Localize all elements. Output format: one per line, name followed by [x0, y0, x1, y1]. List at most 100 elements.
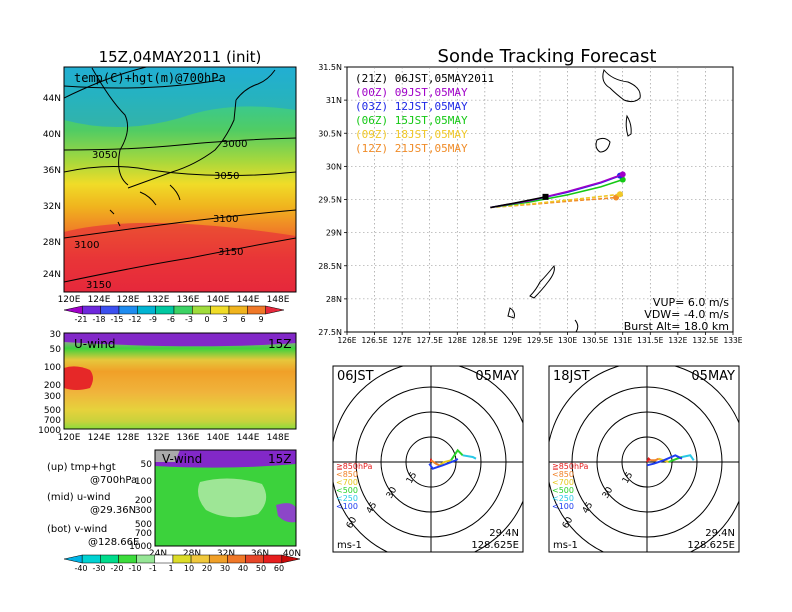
track-line — [490, 196, 546, 209]
wind-cb-label: -1 — [149, 564, 157, 573]
uwind-lon-120E: 120E — [58, 433, 81, 443]
colorbar-swatch — [118, 305, 138, 315]
vwind-pressure-ticks: 50 100 200 300 500 700 1000 — [129, 460, 152, 552]
colorbar-swatch — [210, 305, 230, 315]
colorbar-swatch — [63, 305, 83, 315]
vwind-time: 15Z — [268, 452, 292, 466]
track-line — [490, 196, 617, 209]
vwind-lat-24N: 24N — [149, 549, 167, 559]
temp-cb-label: -9 — [149, 315, 157, 324]
hodo1-legend-700: <700 — [336, 478, 358, 487]
map-lon-132E: 132E — [147, 295, 170, 305]
vwind-lat-ticks: 24N 28N 32N 36N 40N — [149, 549, 301, 559]
vwind-p-200: 200 — [135, 496, 152, 506]
temp-cb-label: -12 — [128, 315, 141, 324]
map-label: temp(C)+hgt(m)@700hPa — [74, 71, 226, 85]
note-up-level: @700hPa — [90, 475, 137, 486]
contour-label-3150b: 3150 — [86, 280, 111, 291]
x-tick-label: 129.5E — [527, 336, 553, 345]
tracking-axis-ticks: 126E 126.5E 127E 127.5E 128E 128.5E 129E 129.5E… — [318, 63, 743, 345]
temp-cb-label: 6 — [240, 315, 245, 324]
vwind-lat-40N: 40N — [283, 549, 301, 559]
uwind-p-200: 200 — [44, 381, 61, 391]
uwind-panel — [63, 332, 297, 430]
map-lon-148E: 148E — [267, 295, 290, 305]
map-lon-140E: 140E — [207, 295, 230, 305]
uwind-p-100: 100 — [44, 363, 61, 373]
hodo1-ring-45: 45 — [365, 501, 379, 516]
colorbar-swatch — [208, 554, 228, 564]
hodograph-trace — [450, 448, 464, 461]
hodo1-date: 05MAY — [475, 369, 519, 384]
colorbar-swatch — [228, 305, 248, 315]
y-tick-label: 27.5N — [318, 328, 342, 337]
contour-label-3150a: 3150 — [218, 247, 243, 258]
x-tick-label: 131.5E — [637, 336, 663, 345]
y-tick-label: 28.5N — [318, 262, 342, 271]
temperature-map — [64, 67, 296, 292]
colorbar-swatch — [190, 554, 210, 564]
map-lon-ticks: 120E 124E 128E 132E 136E 140E 144E 148E — [58, 295, 290, 305]
uwind-lon-124E: 124E — [88, 433, 111, 443]
hodo2-time: 18JST — [553, 369, 590, 384]
wind-cb-label: -30 — [92, 564, 105, 573]
temp-cb-label: -21 — [74, 315, 87, 324]
uwind-p-30: 30 — [50, 330, 62, 340]
uwind-p-500: 500 — [44, 406, 61, 416]
contour-label-3000: 3000 — [222, 139, 247, 150]
tracking-title: Sonde Tracking Forecast — [438, 46, 657, 67]
param-vup: VUP= 6.0 m/s — [653, 296, 729, 309]
x-tick-label: 126.5E — [361, 336, 387, 345]
uwind-lon-140E: 140E — [207, 433, 230, 443]
wind-cb-label: -20 — [110, 564, 123, 573]
colorbar-swatch — [192, 305, 211, 315]
x-tick-label: 130E — [558, 336, 577, 345]
y-tick-label: 29.5N — [318, 196, 342, 205]
legend-06z: (06Z) 15JST,05MAY — [355, 114, 468, 127]
hodograph-06jst-labels: 06JST 05MAY ms-1 29.4N 128.625E 15 30 45… — [336, 369, 519, 551]
temp-cb-label: 3 — [222, 315, 227, 324]
colorbar-swatch — [281, 554, 301, 564]
colorbar-swatch — [81, 554, 101, 564]
map-lat-ticks: 44N 40N 36N 32N 28N 24N — [43, 94, 61, 280]
hodo1-legend: ≧850hPa <850 <700 <500 <250 <100 — [336, 462, 373, 511]
colorbar-swatch — [137, 305, 156, 315]
uwind-p-50: 50 — [50, 345, 62, 355]
hodo1-legend-250: <250 — [336, 494, 358, 503]
colorbar-swatch — [100, 554, 119, 564]
vwind-label: V-wind — [162, 452, 202, 466]
contour-label-3050a: 3050 — [92, 150, 117, 161]
hodograph-trace — [681, 454, 695, 461]
uwind-time: 15Z — [268, 337, 292, 351]
wind-colorbar-labels: -40 -30 -20 -10 -1 1 10 20 30 40 50 60 — [74, 564, 284, 573]
wind-cb-label: 50 — [256, 564, 266, 573]
colorbar-swatch — [136, 554, 156, 564]
temp-cb-label: 0 — [204, 315, 209, 324]
colorbar-swatch — [245, 554, 264, 564]
colorbar-swatch — [155, 305, 175, 315]
hodograph-frame — [548, 365, 740, 553]
hodo1-time: 06JST — [337, 369, 374, 384]
uwind-lon-ticks: 120E 124E 128E 132E 136E 140E 144E 148E — [58, 433, 290, 443]
hodo1-legend-850: <850 — [336, 470, 358, 479]
vwind-p-1000: 1000 — [129, 542, 152, 552]
colorbar-swatch — [100, 305, 120, 315]
wind-cb-label: 1 — [168, 564, 173, 573]
track-series — [490, 171, 626, 209]
hodo1-legend-850up: ≧850hPa — [336, 462, 373, 471]
vwind-panel — [154, 449, 297, 547]
x-tick-label: 132.5E — [692, 336, 718, 345]
x-tick-label: 130.5E — [582, 336, 608, 345]
hodo2-legend-850up: ≧850hPa — [552, 462, 589, 471]
uwind-pressure-ticks: 30 50 100 200 300 500 700 1000 — [38, 330, 61, 436]
colorbar-swatch — [247, 305, 266, 315]
colorbar-swatch — [82, 305, 101, 315]
hodograph-18jst — [548, 365, 740, 553]
colorbar-swatch — [173, 305, 193, 315]
y-tick-label: 29N — [326, 229, 342, 238]
hodograph-trace — [646, 457, 652, 463]
x-tick-label: 132E — [668, 336, 687, 345]
x-tick-label: 126E — [337, 336, 356, 345]
x-tick-label: 127.5E — [417, 336, 443, 345]
